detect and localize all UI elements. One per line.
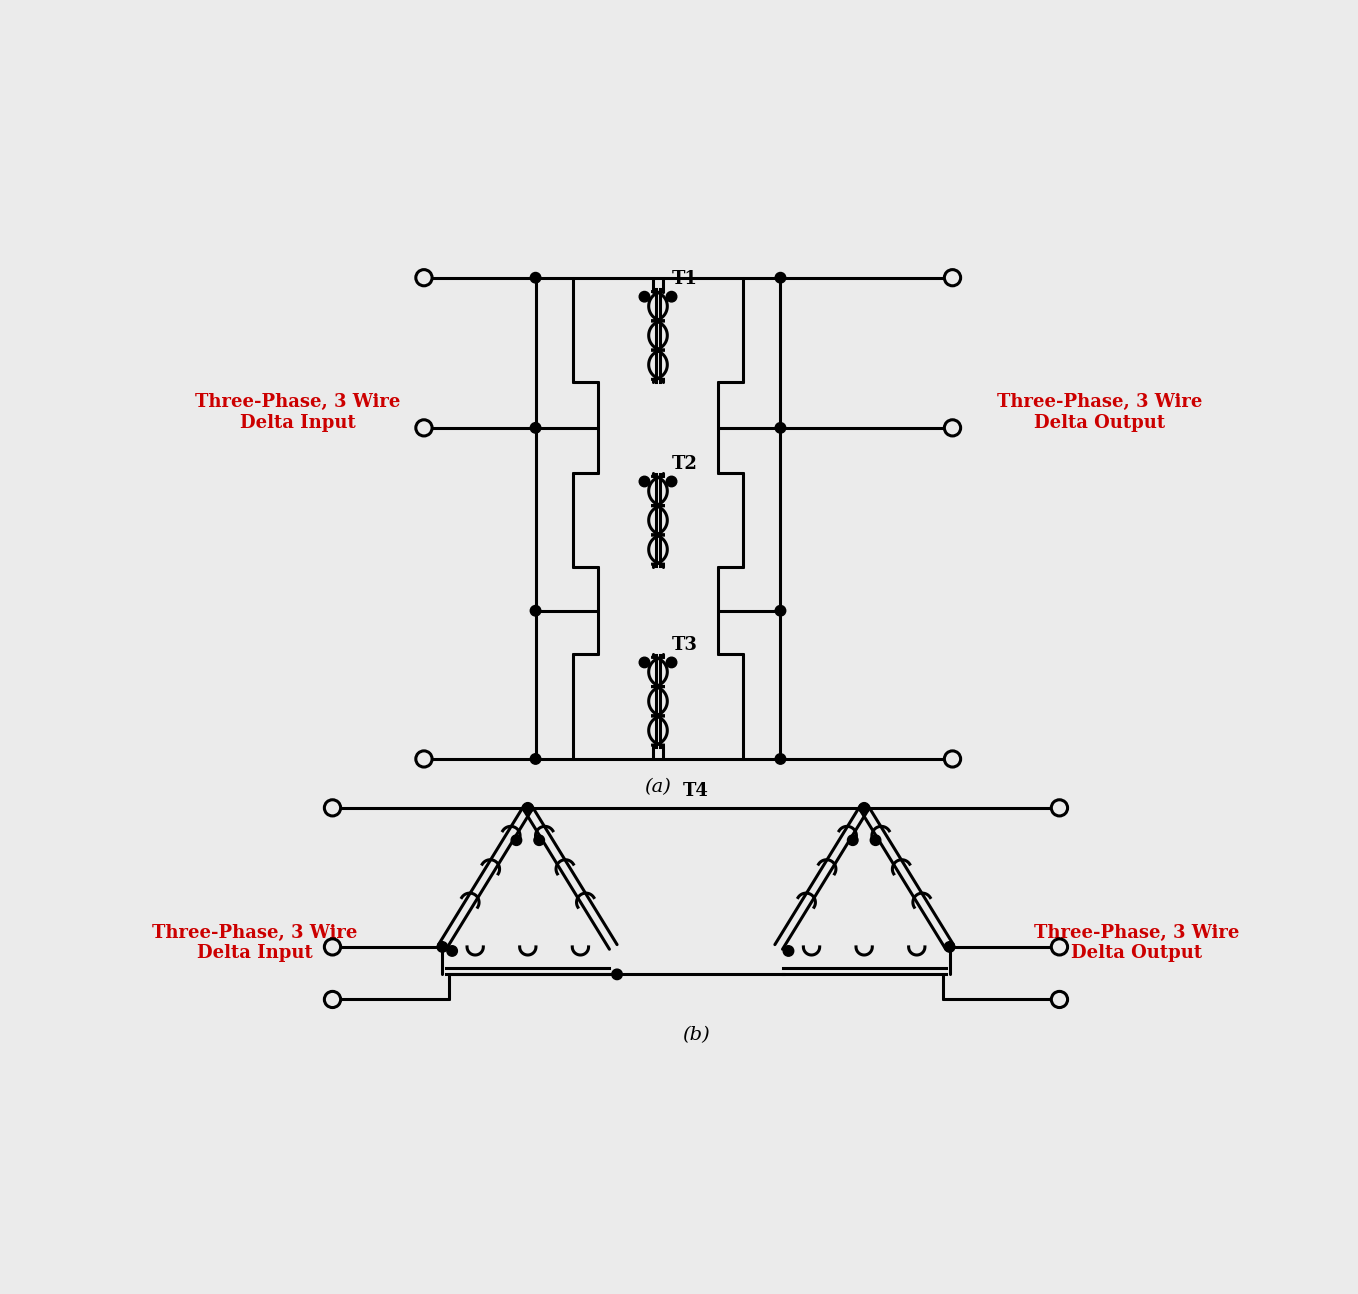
Circle shape bbox=[640, 657, 649, 668]
Circle shape bbox=[530, 753, 540, 765]
Circle shape bbox=[530, 273, 540, 283]
Circle shape bbox=[416, 269, 432, 286]
Circle shape bbox=[858, 802, 869, 813]
Circle shape bbox=[416, 751, 432, 767]
Text: Three-Phase, 3 Wire
Delta Input: Three-Phase, 3 Wire Delta Input bbox=[152, 924, 357, 963]
Circle shape bbox=[775, 753, 786, 765]
Circle shape bbox=[416, 419, 432, 436]
Circle shape bbox=[325, 800, 341, 817]
Circle shape bbox=[944, 942, 955, 952]
Circle shape bbox=[944, 269, 960, 286]
Circle shape bbox=[667, 476, 676, 487]
Text: Three-Phase, 3 Wire
Delta Output: Three-Phase, 3 Wire Delta Output bbox=[997, 393, 1202, 432]
Circle shape bbox=[1051, 800, 1067, 817]
Circle shape bbox=[944, 419, 960, 436]
Circle shape bbox=[667, 291, 676, 302]
Circle shape bbox=[611, 969, 622, 980]
Circle shape bbox=[870, 835, 881, 845]
Circle shape bbox=[667, 657, 676, 668]
Text: Three-Phase, 3 Wire
Delta Input: Three-Phase, 3 Wire Delta Input bbox=[196, 393, 401, 432]
Circle shape bbox=[437, 942, 448, 952]
Circle shape bbox=[534, 835, 545, 845]
Circle shape bbox=[530, 606, 540, 616]
Circle shape bbox=[530, 423, 540, 433]
Circle shape bbox=[775, 423, 786, 433]
Circle shape bbox=[640, 291, 649, 302]
Text: T3: T3 bbox=[672, 637, 698, 655]
Circle shape bbox=[1051, 991, 1067, 1008]
Text: (a): (a) bbox=[645, 778, 671, 796]
Circle shape bbox=[523, 802, 534, 813]
Circle shape bbox=[944, 751, 960, 767]
Circle shape bbox=[847, 835, 858, 845]
Text: (b): (b) bbox=[682, 1026, 710, 1044]
Circle shape bbox=[447, 946, 458, 956]
Circle shape bbox=[511, 835, 521, 845]
Circle shape bbox=[775, 273, 786, 283]
Circle shape bbox=[325, 939, 341, 955]
Circle shape bbox=[640, 476, 649, 487]
Text: Three-Phase, 3 Wire
Delta Output: Three-Phase, 3 Wire Delta Output bbox=[1035, 924, 1240, 963]
Text: T2: T2 bbox=[672, 455, 698, 474]
Circle shape bbox=[784, 946, 793, 956]
Text: T1: T1 bbox=[672, 270, 698, 289]
Circle shape bbox=[775, 606, 786, 616]
Circle shape bbox=[1051, 939, 1067, 955]
Text: T4: T4 bbox=[683, 782, 709, 800]
Circle shape bbox=[325, 991, 341, 1008]
